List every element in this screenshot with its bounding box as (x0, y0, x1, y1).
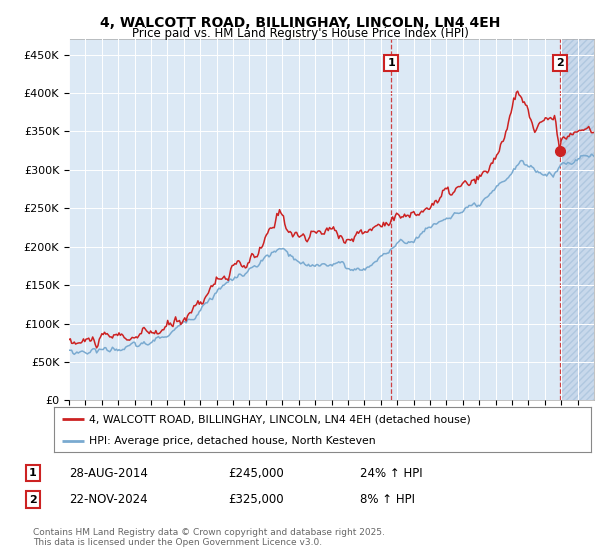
Text: 1: 1 (388, 58, 395, 68)
Text: 2: 2 (29, 494, 37, 505)
Text: 8% ↑ HPI: 8% ↑ HPI (360, 493, 415, 506)
Text: 2: 2 (556, 58, 563, 68)
Text: £245,000: £245,000 (228, 466, 284, 480)
Bar (561, 39, 594, 400)
Text: Contains HM Land Registry data © Crown copyright and database right 2025.
This d: Contains HM Land Registry data © Crown c… (33, 528, 385, 547)
Text: 4, WALCOTT ROAD, BILLINGHAY, LINCOLN, LN4 4EH: 4, WALCOTT ROAD, BILLINGHAY, LINCOLN, LN… (100, 16, 500, 30)
Text: Price paid vs. HM Land Registry's House Price Index (HPI): Price paid vs. HM Land Registry's House … (131, 27, 469, 40)
Text: 4, WALCOTT ROAD, BILLINGHAY, LINCOLN, LN4 4EH (detached house): 4, WALCOTT ROAD, BILLINGHAY, LINCOLN, LN… (89, 414, 470, 424)
Text: HPI: Average price, detached house, North Kesteven: HPI: Average price, detached house, Nort… (89, 436, 376, 446)
Text: 1: 1 (29, 468, 37, 478)
Text: 28-AUG-2014: 28-AUG-2014 (69, 466, 148, 480)
Text: £325,000: £325,000 (228, 493, 284, 506)
Text: 24% ↑ HPI: 24% ↑ HPI (360, 466, 422, 480)
Text: 22-NOV-2024: 22-NOV-2024 (69, 493, 148, 506)
